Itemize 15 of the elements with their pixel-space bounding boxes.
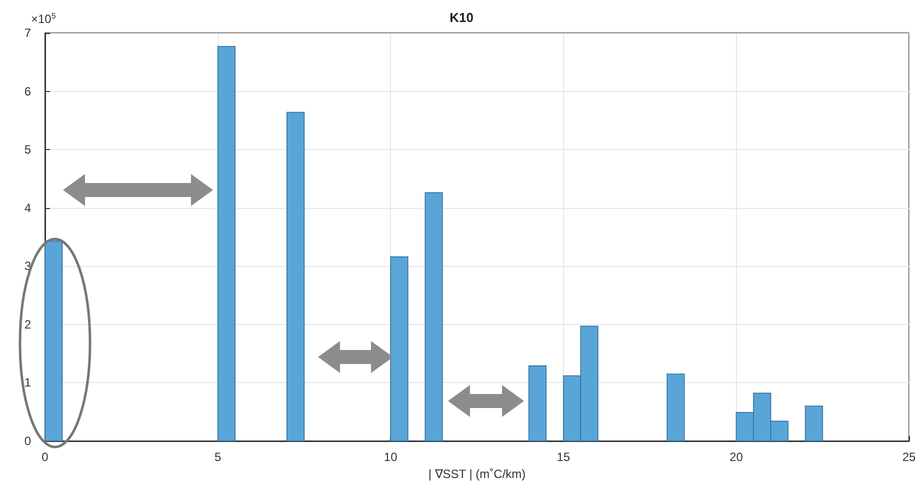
x-tick-label: 20 [730,450,744,464]
x-tick-label: 0 [42,450,49,464]
y-tick-label: 2 [24,317,32,332]
x-tick-label: 15 [556,450,570,464]
x-tick-label: 5 [214,450,222,464]
y-tick-label: 1 [24,376,32,390]
y-tick-label: 0 [24,434,32,448]
y-tick-label: 7 [24,26,32,40]
chart-title: K10 [450,10,474,25]
y-tick-label: 4 [24,200,32,215]
y-tick-label: 5 [24,142,32,157]
y-tick-label: 6 [24,84,32,98]
x-tick-label: 10 [384,450,398,464]
x-tick-label: 25 [902,450,916,464]
x-axis-title: | ∇SST | (m˚C/km) [428,466,526,481]
